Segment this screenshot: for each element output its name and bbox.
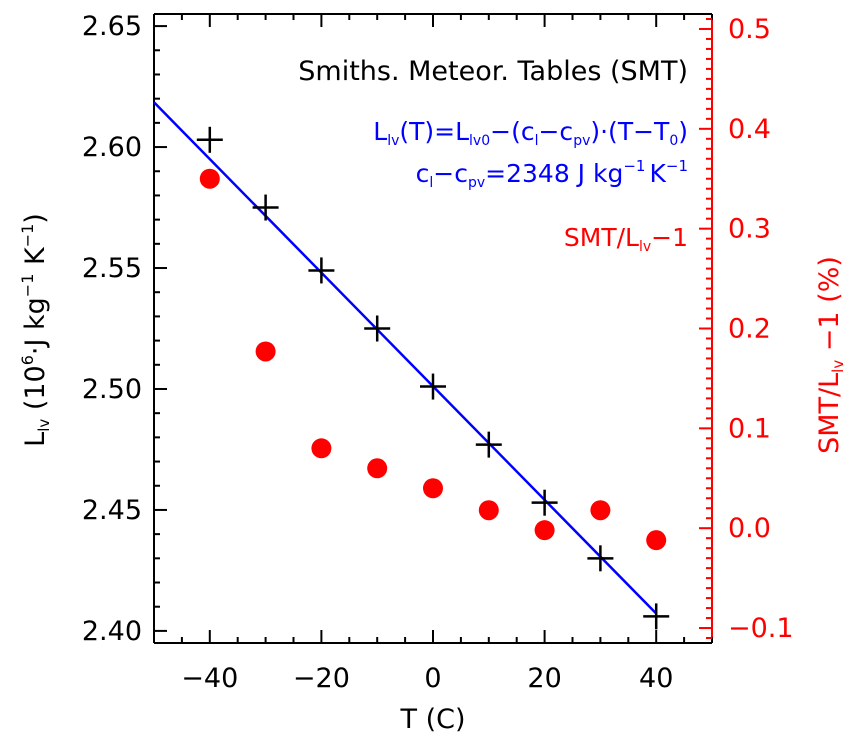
x-axis-label: T (C) [400,704,466,735]
x-tick-label: 20 [527,663,561,694]
smt-point [364,315,391,342]
smt-point [587,545,614,572]
x-tick-label: 40 [639,663,673,694]
y2-tick-label: 0.5 [728,14,771,45]
y2-tick-label: 0.0 [728,513,771,544]
x-axis-ticks: −40 −20 0 20 40 [153,14,713,694]
equation-heat-capacity-difference: cl−cpv=2348 J kg−1 K−1 [416,157,688,191]
smt-points-layer [196,126,670,630]
ratio-point [590,500,611,521]
smt-point [308,257,335,284]
smt-point [420,373,446,400]
smt-point [196,126,223,153]
y-axis-ticks: 2.40 2.45 2.50 2.55 2.60 2.65 [82,11,167,647]
y-tick-label: 2.40 [82,616,142,647]
y2-tick-label: −0.1 [728,613,794,644]
y-tick-label: 2.60 [82,132,142,163]
x-tick-label: −40 [181,663,238,694]
y2-tick-label: 0.1 [728,413,771,444]
y-tick-label: 2.50 [82,374,142,405]
y2-axis-label: SMT/Llv −1 (%) [814,256,847,454]
y2-tick-label: 0.4 [728,114,771,145]
x-tick-label: −20 [293,663,350,694]
ratio-point [367,458,388,479]
fit-line-layer [153,101,658,615]
ratio-point [646,530,667,551]
chart-title: Smiths. Meteor. Tables (SMT) [298,56,688,87]
ratio-points-layer [199,168,667,551]
smt-point [531,489,558,516]
fit-line [153,101,658,615]
ratio-point [199,168,220,189]
y2-axis-ticks: −0.1 0.0 0.1 0.2 0.3 0.4 0.5 [699,14,794,644]
plot-frame [153,13,713,644]
smt-point [252,194,279,221]
ratio-point [534,520,555,541]
equation-latent-heat: Llv(T)=Llv0−(cl−cpv)·(T−T0) [373,117,688,149]
ratio-point [423,478,443,499]
ratio-point [311,438,332,459]
smt-point [643,603,670,630]
smt-point [475,431,502,458]
x-tick-label: 0 [424,663,441,694]
y2-tick-label: 0.3 [728,214,771,245]
y-tick-label: 2.65 [82,11,142,42]
y-tick-label: 2.55 [82,253,142,284]
ratio-point [478,500,499,521]
ratio-point [255,341,276,362]
y-tick-label: 2.45 [82,495,142,526]
y2-tick-label: 0.2 [728,314,771,345]
ratio-legend-label: SMT/Llv−1 [564,223,688,255]
y-axis-label: Llv (106·J kg−1 K−1) [18,213,53,447]
